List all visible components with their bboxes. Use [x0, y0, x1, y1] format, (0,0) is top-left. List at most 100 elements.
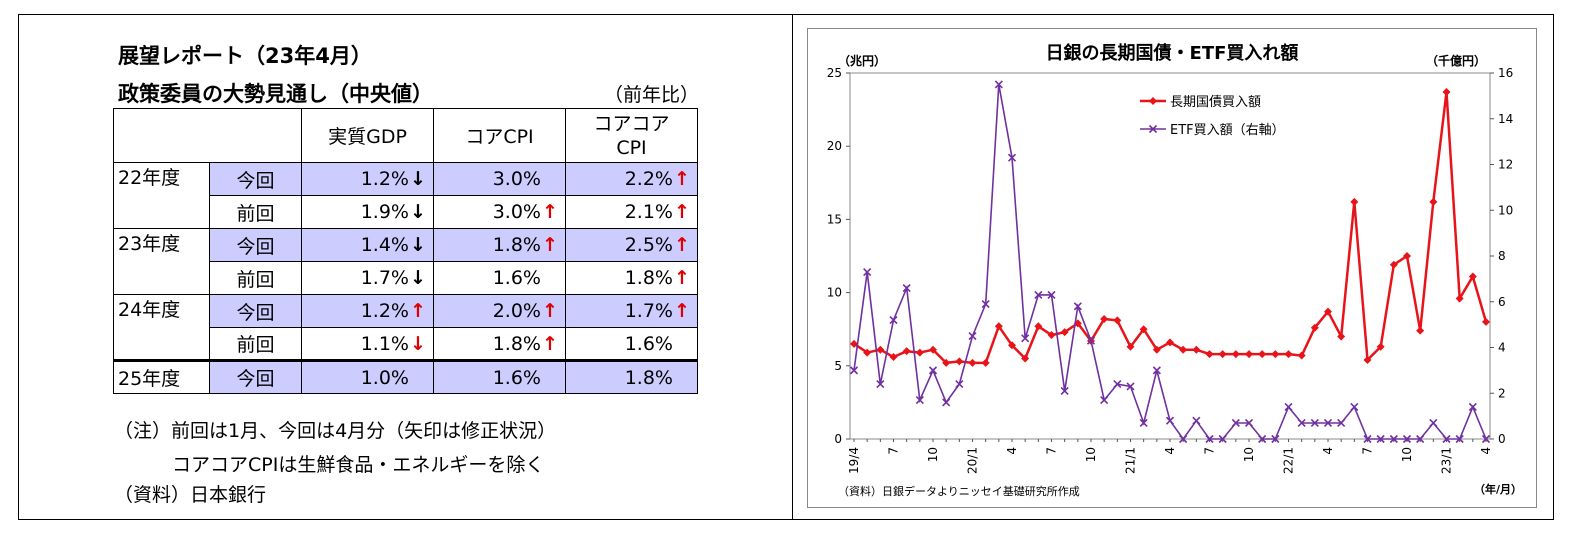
data-point-jgb [889, 353, 898, 362]
data-point-jgb [1060, 328, 1069, 337]
core-cpi-value: 1.8% [492, 332, 541, 355]
data-point-jgb [1455, 294, 1464, 303]
core-cpi-value-cell: 1.6% [433, 261, 566, 295]
core-core-cpi-value: 1.7% [624, 300, 673, 322]
data-point-etf [1297, 418, 1306, 428]
data-point-etf [1402, 434, 1412, 444]
core-core-cpi-value-cell: 2.2%↑ [565, 162, 698, 196]
revision-up-arrow-icon: ↑ [674, 300, 690, 322]
data-point-jgb [1245, 350, 1253, 359]
data-point-jgb [929, 345, 937, 354]
x-tick-label: 4 [1321, 447, 1335, 455]
data-point-etf [889, 315, 898, 325]
x-tick-label: 4 [1479, 447, 1493, 455]
real-gdp-value: 1.9% [360, 201, 409, 223]
data-point-etf [1310, 418, 1319, 428]
data-point-jgb [1231, 350, 1240, 359]
core-core-cpi-value: 1.6% [624, 332, 673, 355]
data-point-jgb [1100, 314, 1109, 323]
data-point-etf [1363, 434, 1372, 444]
data-point-jgb [1008, 341, 1016, 350]
data-point-jgb [1468, 272, 1477, 281]
data-point-jgb [994, 322, 1003, 331]
panel-divider [792, 14, 793, 520]
data-point-etf [1034, 290, 1043, 299]
data-point-etf [1389, 434, 1398, 444]
data-point-etf [1468, 402, 1477, 412]
legend-marker-x-icon [1148, 124, 1158, 134]
data-point-jgb [1310, 323, 1319, 332]
fiscal-year-cell: 25年度 [113, 359, 210, 394]
data-point-jgb [1258, 350, 1267, 359]
chart-source-note: （資料）日銀データよりニッセイ基礎研究所作成 [838, 484, 1080, 498]
revision-up-arrow-icon: ↑ [542, 300, 558, 322]
figure-frame [18, 14, 1554, 520]
forecast-version-cell: 今回 [209, 228, 302, 262]
data-point-etf [1192, 416, 1201, 425]
data-point-jgb [1363, 355, 1372, 364]
data-point-etf [1179, 434, 1188, 444]
core-cpi-value: 1.6% [492, 267, 541, 289]
data-point-jgb [1126, 342, 1135, 351]
data-point-jgb [876, 345, 885, 354]
data-point-jgb [1376, 342, 1385, 351]
data-point-jgb [1166, 338, 1174, 347]
data-point-jgb [1350, 197, 1359, 206]
data-point-etf [1165, 416, 1175, 425]
real-gdp-value-cell: 1.7%↓ [301, 261, 434, 295]
data-point-jgb [1047, 331, 1056, 340]
data-point-jgb [863, 348, 872, 357]
data-point-jgb [968, 358, 977, 367]
data-point-etf [928, 366, 938, 375]
right-y-tick-label: 4 [1498, 341, 1506, 355]
data-point-jgb [1284, 350, 1293, 359]
revision-up-arrow-icon: ↑ [674, 201, 690, 223]
left-y-tick-label: 10 [827, 286, 842, 300]
core-cpi-value-cell: 3.0%↑ [433, 195, 566, 229]
core-cpi-value: 3.0% [492, 201, 541, 223]
revision-up-arrow-icon: ↑ [542, 332, 558, 355]
data-point-jgb [1482, 317, 1490, 326]
data-point-etf [1455, 434, 1464, 444]
core-cpi-value-cell: 3.0% [433, 162, 566, 196]
data-point-etf [968, 331, 977, 341]
data-point-etf [849, 366, 859, 375]
header-blank-cell [113, 108, 302, 163]
core-cpi-value-cell: 1.8%↑ [433, 327, 566, 361]
x-tick-label: 7 [1045, 447, 1059, 455]
data-point-etf [1258, 434, 1267, 444]
forecast-table: 実質GDP コアCPI コアコア CPI 22年度 今回 1.2%↓ 3.0% 2.2%… [113, 108, 698, 394]
revision-up-arrow-icon: ↑ [542, 201, 558, 223]
data-point-etf [1376, 434, 1385, 444]
right-y-tick-label: 10 [1498, 203, 1513, 217]
core-core-cpi-value: 2.2% [624, 168, 673, 190]
table-row: 前回 1.1%↓ 1.8%↑ 1.6% [114, 327, 698, 361]
data-point-etf [1271, 434, 1280, 444]
x-tick-label: 10 [1242, 447, 1256, 462]
data-point-etf [1416, 434, 1425, 444]
core-core-cpi-value: 1.8% [624, 366, 673, 389]
data-point-etf [1337, 418, 1346, 428]
forecast-version-cell: 前回 [209, 195, 302, 229]
note-revision: （注）前回は1月、今回は4月分（矢印は修正状況） [114, 420, 557, 442]
right-y-tick-label: 14 [1498, 112, 1513, 126]
legend-label-0: 長期国債買入額 [1170, 95, 1261, 110]
data-point-etf [1323, 418, 1333, 428]
table-title-line2: 政策委員の大勢見通し（中央値） [118, 82, 433, 106]
data-point-etf [1244, 418, 1254, 428]
data-point-etf [955, 380, 964, 389]
data-point-etf [981, 299, 990, 309]
table-row: 25年度 今回 1.0% 1.6% 1.8% [113, 359, 698, 394]
data-point-etf [902, 283, 911, 293]
real-gdp-value-cell: 1.0% [301, 359, 434, 394]
forecast-version-cell: 前回 [209, 327, 302, 361]
real-gdp-value-cell: 1.2%↑ [301, 294, 434, 328]
real-gdp-value-cell: 1.1%↓ [301, 327, 434, 361]
boj-purchase-chart: 日銀の長期国債・ETF買入れ額 （兆円） （千億円） 0 5 10 15 20 25 0 2 4 6 8 1… [827, 42, 1522, 498]
core-core-cpi-value-cell: 1.8%↑ [565, 261, 698, 295]
data-point-jgb [1139, 325, 1148, 334]
data-point-etf [876, 380, 885, 389]
real-gdp-value: 1.0% [360, 366, 409, 389]
core-core-cpi-value-cell: 2.1%↑ [565, 195, 698, 229]
forecast-version-cell: 今回 [209, 162, 302, 196]
